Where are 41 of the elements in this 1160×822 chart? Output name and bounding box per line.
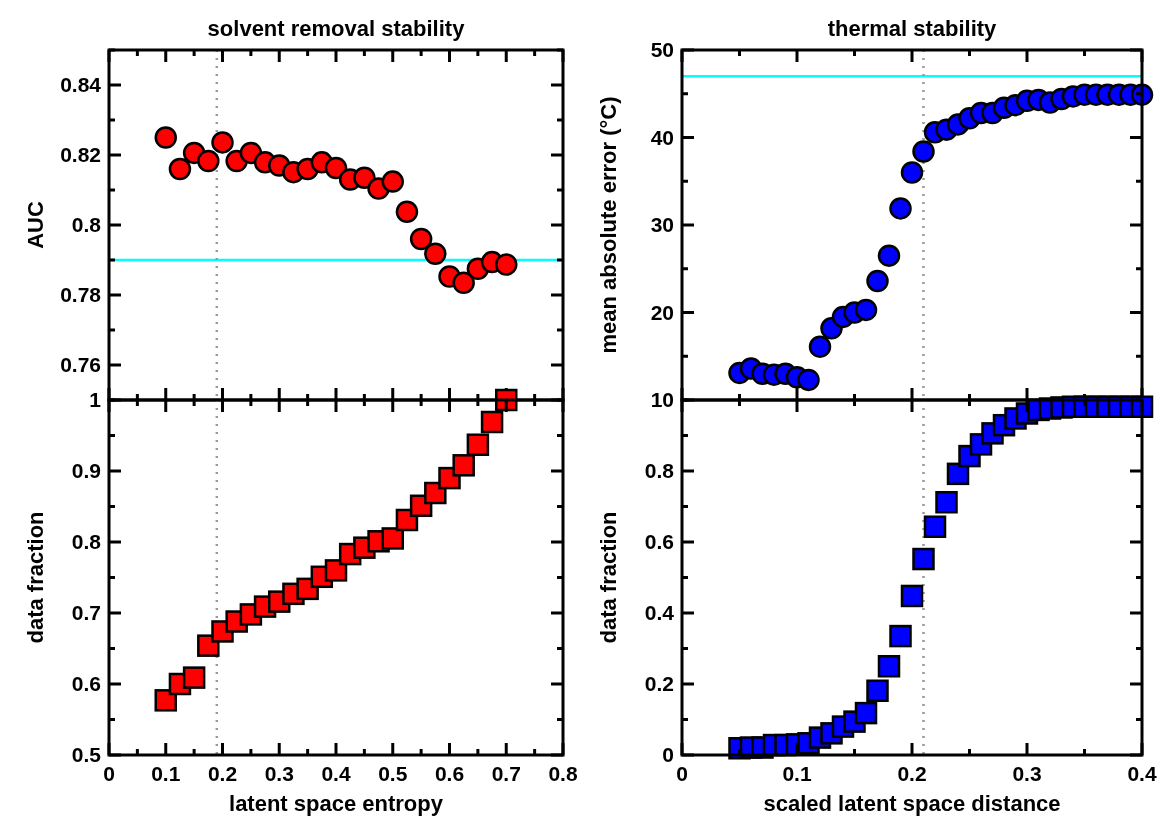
- y-tick-label: 1: [89, 388, 102, 411]
- y-tick-label: 0.78: [60, 283, 102, 306]
- y-tick-label: 0: [662, 743, 674, 766]
- y-tick-label: 0.5: [71, 743, 102, 766]
- y-tick-label: 40: [650, 125, 674, 149]
- x-tick-label: 0.1: [151, 762, 181, 785]
- y-tick-label: 0.6: [71, 672, 101, 695]
- y-tick-label: 0.9: [71, 459, 101, 482]
- y-tick-label: 0.76: [60, 353, 101, 376]
- x-axis-title: scaled latent space distance: [763, 791, 1061, 816]
- y-tick-label: 0.84: [60, 73, 102, 96]
- x-tick-label: 0.4: [321, 762, 351, 785]
- y-axis-title: data fraction: [23, 511, 48, 644]
- x-tick-label: 0.7: [491, 762, 521, 785]
- chart-title: solvent removal stability: [207, 16, 466, 41]
- x-tick-label: 0.8: [548, 762, 578, 785]
- y-tick-label: 20: [650, 300, 674, 324]
- x-tick-label: 0.6: [434, 762, 465, 785]
- y-tick-label: 0.6: [644, 530, 674, 553]
- y-tick-label: 0.8: [71, 213, 102, 236]
- y-tick-label: 0.7: [71, 601, 101, 624]
- chart-title: thermal stability: [827, 16, 998, 41]
- x-tick-label: 0.3: [1012, 762, 1042, 785]
- x-axis-title: latent space entropy: [229, 791, 444, 816]
- y-tick-label: 0.2: [644, 672, 674, 695]
- x-tick-label: 0.2: [897, 762, 927, 785]
- y-tick-label: 30: [650, 213, 674, 236]
- x-tick-label: 0.2: [207, 762, 238, 785]
- y-axis-title: AUC: [23, 201, 48, 249]
- y-tick-label: 0.82: [60, 143, 101, 166]
- y-tick-label: 50: [650, 38, 674, 61]
- x-tick-label: 0.1: [782, 762, 812, 785]
- x-tick-label: 0.4: [1127, 762, 1157, 785]
- y-axis-title: data fraction: [596, 511, 621, 644]
- y-tick-label: 10: [650, 388, 674, 411]
- y-axis-title: mean absolute error (°C): [596, 96, 621, 354]
- x-tick-label: 0.3: [264, 762, 294, 785]
- y-tick-label: 0.8: [71, 530, 102, 553]
- y-tick-label: 0.4: [644, 601, 675, 624]
- x-tick-label: 0.5: [378, 762, 408, 785]
- y-tick-label: 0.8: [644, 459, 675, 482]
